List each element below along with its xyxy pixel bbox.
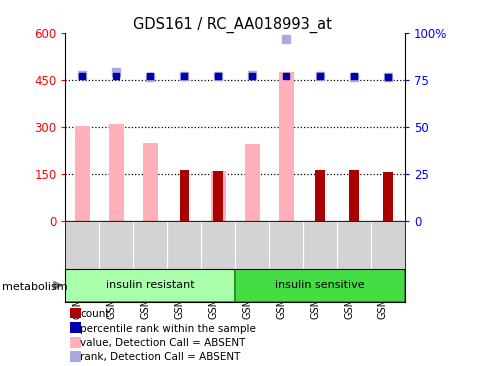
Bar [142, 143, 158, 221]
Text: insulin sensitive: insulin sensitive [275, 280, 364, 291]
Text: percentile rank within the sample: percentile rank within the sample [80, 324, 256, 334]
Bar [179, 169, 189, 221]
Text: GDS161 / RC_AA018993_at: GDS161 / RC_AA018993_at [133, 16, 332, 33]
Bar [75, 126, 90, 221]
Bar [213, 171, 223, 221]
Bar [210, 171, 226, 221]
Bar [348, 169, 358, 221]
Text: rank, Detection Call = ABSENT: rank, Detection Call = ABSENT [80, 352, 240, 362]
Bar [278, 72, 293, 221]
Bar [65, 269, 235, 302]
Bar [235, 269, 404, 302]
Text: metabolism: metabolism [2, 282, 68, 292]
Text: count: count [80, 309, 109, 319]
Bar [382, 172, 392, 221]
Text: insulin resistant: insulin resistant [106, 280, 194, 291]
Text: value, Detection Call = ABSENT: value, Detection Call = ABSENT [80, 338, 245, 348]
Bar [315, 169, 324, 221]
Bar [244, 145, 259, 221]
Bar [108, 124, 124, 221]
